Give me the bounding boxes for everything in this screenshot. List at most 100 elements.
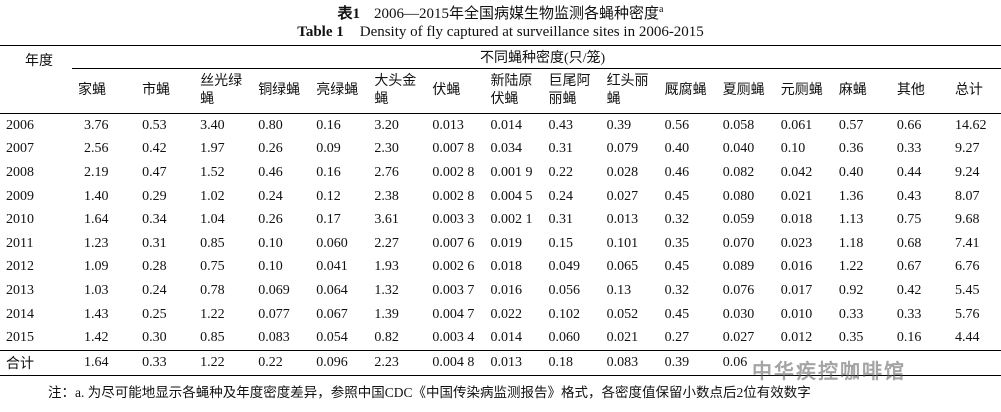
cell: 0.077 <box>258 306 290 322</box>
cell: 0.46 <box>664 164 690 180</box>
cell: 0.059 <box>722 212 755 228</box>
header-row: 年度 不同蝇种密度(只/笼) <box>0 45 1001 114</box>
cell: 1.13 <box>838 212 864 228</box>
cell: 0.80 <box>258 117 283 133</box>
column-header: 家蝇 <box>72 68 131 114</box>
cell: 0.060 <box>548 330 581 346</box>
cell: 8.07 <box>954 188 980 204</box>
cell: 0.78 <box>200 282 225 298</box>
cell: 9.27 <box>954 141 980 157</box>
cell: 0.66 <box>896 117 922 133</box>
cell: 0.31 <box>142 235 167 251</box>
cell: 1.36 <box>838 188 864 204</box>
cell: 0.004 7 <box>432 306 475 322</box>
cell: 0.101 <box>606 235 639 251</box>
cell: 1.18 <box>838 235 864 251</box>
cell: 0.056 <box>548 282 581 298</box>
cell: 0.15 <box>548 235 574 251</box>
cell: 0.003 4 <box>432 330 475 346</box>
cell: 3.40 <box>200 117 225 133</box>
cell: 0.003 3 <box>432 212 475 228</box>
cell: 0.012 <box>780 330 813 346</box>
row-label: 2014 <box>6 306 34 322</box>
cell: 0.75 <box>200 259 225 275</box>
cell: 0.31 <box>548 141 574 157</box>
cell: 0.058 <box>722 117 755 133</box>
cell: 0.023 <box>780 235 813 251</box>
cell: 6.76 <box>954 259 980 275</box>
cell: 0.85 <box>200 235 225 251</box>
cell: 0.064 <box>316 282 348 298</box>
cell: 0.034 <box>490 141 522 157</box>
row-label: 2009 <box>6 188 34 204</box>
cell: 2.19 <box>84 164 109 180</box>
cell: 0.001 9 <box>490 164 533 180</box>
cell: 0.67 <box>896 259 922 275</box>
column-header: 大头金蝇 <box>362 68 421 114</box>
column-header: 巨尾阿丽蝇 <box>536 68 595 114</box>
cell: 0.042 <box>780 164 813 180</box>
cell: 0.016 <box>490 282 522 298</box>
cell: 0.003 7 <box>432 282 475 298</box>
cell: 0.34 <box>142 212 167 228</box>
cell: 0.44 <box>896 164 922 180</box>
cell: 1.32 <box>374 282 399 298</box>
cell: 0.40 <box>838 164 864 180</box>
cell: 0.32 <box>664 282 690 298</box>
cell: 0.070 <box>722 235 755 251</box>
cell: 0.39 <box>652 349 711 376</box>
cell: 0.35 <box>838 330 864 346</box>
cell: 1.40 <box>84 188 109 204</box>
cell: 0.002 6 <box>432 259 475 275</box>
cell: 1.22 <box>188 349 247 376</box>
row-label: 2008 <box>6 164 34 180</box>
cell: 0.24 <box>548 188 574 204</box>
cell: 1.64 <box>84 212 109 228</box>
table-row: 2015 1.42 0.30 0.85 0.083 0.054 0.82 0.003 4 0.0… <box>0 326 1001 350</box>
group-header: 不同蝇种密度(只/笼) <box>72 45 1001 69</box>
cell: 0.021 <box>606 330 639 346</box>
row-label: 2010 <box>6 212 34 228</box>
cell: 1.97 <box>200 141 225 157</box>
cell: 1.04 <box>200 212 225 228</box>
column-header: 新陆原伏蝇 <box>478 68 537 114</box>
data-table: 年度 不同蝇种密度(只/笼) 家蝇 市蝇 丝光绿蝇 铜绿蝇 亮绿蝇 大头金蝇 伏蝇 新陆原伏蝇… <box>0 45 1001 376</box>
cell: 0.85 <box>200 330 225 346</box>
cell: 0.45 <box>664 306 690 322</box>
cell: 0.31 <box>548 212 574 228</box>
cell: 1.39 <box>374 306 399 322</box>
cell: 0.080 <box>722 188 755 204</box>
cell: 0.29 <box>142 188 167 204</box>
cell: 0.022 <box>490 306 522 322</box>
cell: 0.076 <box>722 282 755 298</box>
cell: 2.76 <box>374 164 399 180</box>
cell: 0.17 <box>316 212 341 228</box>
cell: 0.22 <box>548 164 574 180</box>
cell: 1.52 <box>200 164 225 180</box>
cell: 0.45 <box>664 259 690 275</box>
cell: 1.43 <box>84 306 109 322</box>
column-header: 丝光绿蝇 <box>188 68 247 114</box>
cell: 0.019 <box>490 235 522 251</box>
cell: 0.27 <box>664 330 690 346</box>
cell: 0.46 <box>258 164 283 180</box>
cell: 0.052 <box>606 306 639 322</box>
cell: 0.33 <box>838 306 864 322</box>
cell: 0.018 <box>780 212 813 228</box>
year-header: 年度 <box>0 45 72 114</box>
cell: 0.16 <box>316 117 341 133</box>
cell: 0.28 <box>142 259 167 275</box>
cell: 0.22 <box>246 349 305 376</box>
table-subtitle: Table 1 Density of fly captured at survei… <box>0 21 1001 43</box>
cell: 2.27 <box>374 235 399 251</box>
cell: 0.16 <box>896 330 922 346</box>
cell: 1.42 <box>84 330 109 346</box>
cell: 0.060 <box>316 235 348 251</box>
cell: 0.42 <box>896 282 922 298</box>
cell: 0.09 <box>316 141 341 157</box>
cell: 4.44 <box>954 330 980 346</box>
cell: 0.065 <box>606 259 639 275</box>
table-row: 2008 2.19 0.47 1.52 0.46 0.16 2.76 0.002 8 0.001… <box>0 161 1001 185</box>
cell-obscured <box>884 349 943 376</box>
cell: 0.47 <box>142 164 167 180</box>
